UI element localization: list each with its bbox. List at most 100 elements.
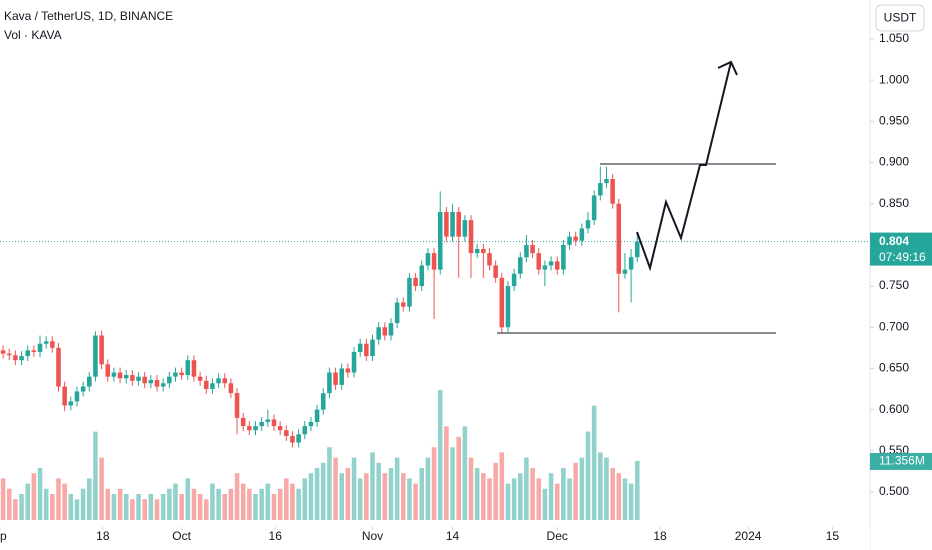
candle-body [511,273,517,287]
candle-body [561,244,566,270]
volume-bar [530,468,535,520]
candle-body [517,257,523,274]
volume-bar [234,473,240,520]
volume-bar [505,483,511,520]
x-tick-label: Oct [172,529,191,543]
volume-bar [431,447,437,520]
candle-body [610,178,615,204]
volume-bar [468,457,474,520]
volume-bar [462,426,468,520]
chart-title: Kava / TetherUS, 1D, BINANCE [4,9,173,23]
candle-body [296,434,301,443]
y-tick-label: 0.900 [879,155,909,169]
volume-bar [247,488,252,520]
candle-body [80,386,86,392]
volume-bar [130,499,135,520]
price-pane [0,166,870,448]
volume-bar [154,499,160,520]
candle-body [573,236,578,241]
volume-bar [191,488,197,520]
candle-body [99,335,104,365]
volume-bar [240,483,246,520]
candle-body [191,360,197,377]
volume-bar [302,478,308,520]
candle-body [388,323,394,336]
candle-body [401,302,406,307]
volume-bar [148,494,154,520]
candle-body [376,327,381,340]
volume-bar [136,494,141,520]
candle-body [407,277,412,307]
candle-body [210,383,215,390]
volume-bar [604,457,609,520]
candle-body [548,261,554,266]
candle-body [524,244,529,258]
current-price-label: 0.804 [879,234,909,248]
volume-bar [253,494,258,520]
candle-body [62,386,67,406]
volume-bar [450,447,455,520]
candle-body [240,417,246,427]
volume-bar [345,468,351,520]
candle-body [93,335,98,377]
candle-body [173,372,178,377]
candle-body [333,372,338,385]
candle-body [419,265,425,287]
candle-body [628,257,634,270]
candle-body [437,211,443,270]
arrow-head [717,60,738,76]
volume-bar [567,478,572,520]
volume-bar [413,483,418,520]
volume-bar [43,488,49,520]
volume-bar [105,488,111,520]
volume-bar [456,436,461,520]
currency-button[interactable] [875,4,925,32]
candle-body [598,183,603,196]
volume-bar [333,457,338,520]
volume-pane [0,390,640,520]
currency-label[interactable]: USDT [884,11,917,25]
volume-bar [320,462,326,520]
volume-badge [870,452,932,470]
countdown-label: 07:49:16 [879,250,926,264]
volume-bar [284,478,289,520]
volume-bar [376,462,381,520]
volume-bar [68,494,74,520]
time-axis-panel [0,527,870,550]
candle-body [284,430,289,436]
candle-body [247,426,252,431]
candle-body [554,261,560,270]
volume-bar [19,494,24,520]
volume-bar [6,488,12,520]
volume-bar [351,457,357,520]
volume-bar [228,488,234,520]
candle-body [413,277,418,287]
volume-bar [487,478,492,520]
candle-body [370,339,375,357]
y-tick-label: 1.050 [879,31,909,45]
volume-bar [444,426,449,520]
candle-body [222,378,228,384]
candle-body [382,327,388,336]
volume-bar [481,473,486,520]
volume-bar [185,478,191,520]
candle-body [487,253,492,266]
y-tick-label: 0.650 [879,361,909,375]
candle-body [228,383,234,394]
x-tick-label: 18 [653,529,667,543]
volume-bar [579,457,585,520]
candle-body [25,350,30,357]
candle-body [327,372,332,394]
candle-body [505,286,511,328]
candle-body [154,379,160,387]
candle-body [6,353,12,356]
candle-body [148,379,154,384]
candle-body [530,244,535,254]
candle-body [493,265,498,278]
candle-body [290,435,295,443]
candle-body [197,376,203,381]
candle-body [271,419,277,427]
volume-bar [548,473,554,520]
y-tick-label: 0.850 [879,196,909,210]
candle-body [579,228,585,241]
